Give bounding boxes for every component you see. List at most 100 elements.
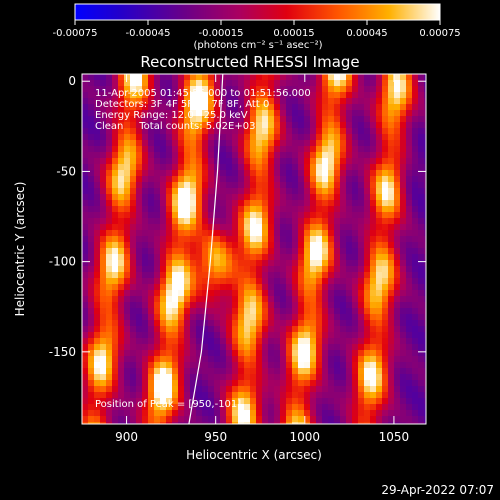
heatmap-cell xyxy=(286,254,292,260)
heatmap-cell xyxy=(292,164,298,170)
heatmap-cell xyxy=(406,404,412,410)
heatmap-cell xyxy=(124,224,130,230)
heatmap-cell xyxy=(304,374,310,380)
heatmap-cell xyxy=(340,368,346,374)
heatmap-cell xyxy=(166,110,172,116)
heatmap-cell xyxy=(424,344,426,350)
heatmap-cell xyxy=(112,224,118,230)
heatmap-cell xyxy=(370,158,376,164)
heatmap-cell xyxy=(280,332,286,338)
heatmap-cell xyxy=(340,296,346,302)
heatmap-cell xyxy=(370,122,376,128)
heatmap-cell xyxy=(376,236,382,242)
heatmap-cell xyxy=(316,206,322,212)
heatmap-cell xyxy=(226,212,232,218)
heatmap-cell xyxy=(268,146,274,152)
heatmap-cell xyxy=(142,74,148,80)
heatmap-cell xyxy=(232,374,238,380)
heatmap-cell xyxy=(166,380,172,386)
heatmap-cell xyxy=(268,248,274,254)
heatmap-cell xyxy=(202,362,208,368)
heatmap-cell xyxy=(268,182,274,188)
heatmap-cell xyxy=(244,242,250,248)
heatmap-cell xyxy=(166,254,172,260)
heatmap-cell xyxy=(418,242,424,248)
heatmap-cell xyxy=(310,290,316,296)
heatmap-cell xyxy=(412,272,418,278)
heatmap-cell xyxy=(160,242,166,248)
heatmap-cell xyxy=(136,86,142,92)
heatmap-cell xyxy=(406,266,412,272)
heatmap-cell xyxy=(412,110,418,116)
heatmap-cell xyxy=(220,368,226,374)
heatmap-cell xyxy=(268,104,274,110)
heatmap-cell xyxy=(358,206,364,212)
heatmap-cell xyxy=(334,416,340,422)
heatmap-cell xyxy=(214,296,220,302)
heatmap-cell xyxy=(304,302,310,308)
heatmap-cell xyxy=(406,422,412,424)
heatmap-cell xyxy=(232,128,238,134)
heatmap-cell xyxy=(118,74,124,80)
heatmap-cell xyxy=(184,296,190,302)
heatmap-cell xyxy=(94,182,100,188)
heatmap-cell xyxy=(346,356,352,362)
heatmap-cell xyxy=(196,332,202,338)
heatmap-cell xyxy=(406,146,412,152)
heatmap-cell xyxy=(280,362,286,368)
heatmap-cell xyxy=(328,326,334,332)
heatmap-cell xyxy=(82,74,88,80)
heatmap-cell xyxy=(154,296,160,302)
heatmap-cell xyxy=(166,344,172,350)
heatmap-cell xyxy=(202,416,208,422)
heatmap-cell xyxy=(226,422,232,424)
heatmap-cell xyxy=(376,182,382,188)
heatmap-cell xyxy=(364,212,370,218)
heatmap-cell xyxy=(424,170,426,176)
heatmap-cell xyxy=(286,128,292,134)
heatmap-cell xyxy=(112,278,118,284)
heatmap-cell xyxy=(346,320,352,326)
heatmap-cell xyxy=(94,362,100,368)
heatmap-cell xyxy=(334,170,340,176)
heatmap-cell xyxy=(310,422,316,424)
heatmap-cell xyxy=(412,128,418,134)
heatmap-cell xyxy=(82,254,88,260)
heatmap-cell xyxy=(214,344,220,350)
heatmap-cell xyxy=(238,116,244,122)
heatmap-cell xyxy=(100,110,106,116)
heatmap-cell xyxy=(262,278,268,284)
heatmap-cell xyxy=(250,194,256,200)
heatmap-cell xyxy=(256,374,262,380)
heatmap-cell xyxy=(214,194,220,200)
heatmap-cell xyxy=(238,242,244,248)
heatmap-cell xyxy=(370,140,376,146)
heatmap-cell xyxy=(406,236,412,242)
heatmap-cell xyxy=(310,158,316,164)
heatmap-cell xyxy=(274,302,280,308)
heatmap-cell xyxy=(196,284,202,290)
heatmap-cell xyxy=(142,296,148,302)
heatmap-cell xyxy=(190,116,196,122)
heatmap-cell xyxy=(358,422,364,424)
heatmap-cell xyxy=(328,224,334,230)
heatmap-cell xyxy=(262,338,268,344)
heatmap-cell xyxy=(160,350,166,356)
heatmap-cell xyxy=(316,422,322,424)
heatmap-cell xyxy=(274,410,280,416)
heatmap-cell xyxy=(220,344,226,350)
heatmap-cell xyxy=(268,350,274,356)
heatmap-cell xyxy=(178,290,184,296)
heatmap-cell xyxy=(208,374,214,380)
heatmap-cell xyxy=(388,164,394,170)
heatmap-cell xyxy=(400,110,406,116)
heatmap-cell xyxy=(166,140,172,146)
heatmap-cell xyxy=(160,284,166,290)
heatmap-cell xyxy=(238,398,244,404)
heatmap-cell xyxy=(256,272,262,278)
heatmap-cell xyxy=(148,206,154,212)
heatmap-cell xyxy=(244,320,250,326)
heatmap-cell xyxy=(250,344,256,350)
heatmap-cell xyxy=(172,362,178,368)
heatmap-cell xyxy=(370,224,376,230)
